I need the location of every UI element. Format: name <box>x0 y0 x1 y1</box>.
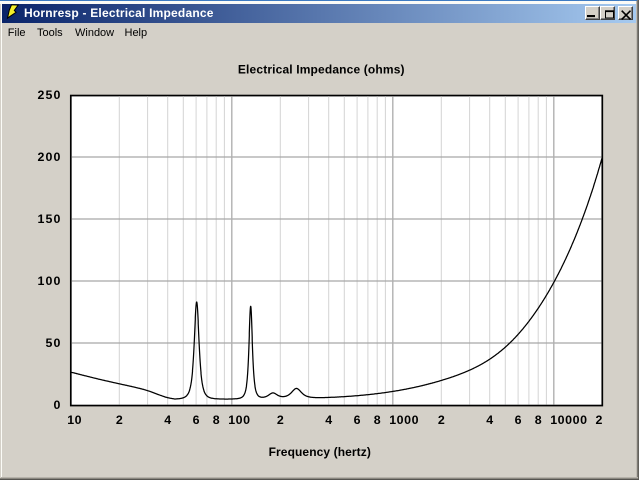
svg-text:100: 100 <box>228 413 250 427</box>
svg-text:Electrical Impedance (ohms): Electrical Impedance (ohms) <box>238 63 405 77</box>
svg-text:4: 4 <box>325 413 332 427</box>
svg-text:8: 8 <box>213 413 220 427</box>
svg-text:100: 100 <box>38 274 62 288</box>
svg-text:150: 150 <box>38 212 62 226</box>
svg-text:Frequency (hertz): Frequency (hertz) <box>269 445 371 459</box>
svg-text:250: 250 <box>38 88 62 102</box>
svg-text:2: 2 <box>277 413 284 427</box>
svg-text:1000: 1000 <box>389 413 419 427</box>
svg-text:6: 6 <box>515 413 522 427</box>
svg-text:0: 0 <box>54 398 62 412</box>
svg-text:50: 50 <box>46 336 62 350</box>
svg-text:200: 200 <box>38 150 62 164</box>
svg-text:2: 2 <box>596 413 603 427</box>
svg-text:2: 2 <box>116 413 123 427</box>
svg-text:8: 8 <box>374 413 381 427</box>
svg-text:10: 10 <box>67 413 82 427</box>
svg-text:8: 8 <box>535 413 542 427</box>
svg-text:4: 4 <box>486 413 493 427</box>
svg-text:6: 6 <box>354 413 361 427</box>
svg-text:2: 2 <box>438 413 445 427</box>
svg-text:10000: 10000 <box>550 413 587 427</box>
svg-text:4: 4 <box>164 413 171 427</box>
svg-text:6: 6 <box>193 413 200 427</box>
